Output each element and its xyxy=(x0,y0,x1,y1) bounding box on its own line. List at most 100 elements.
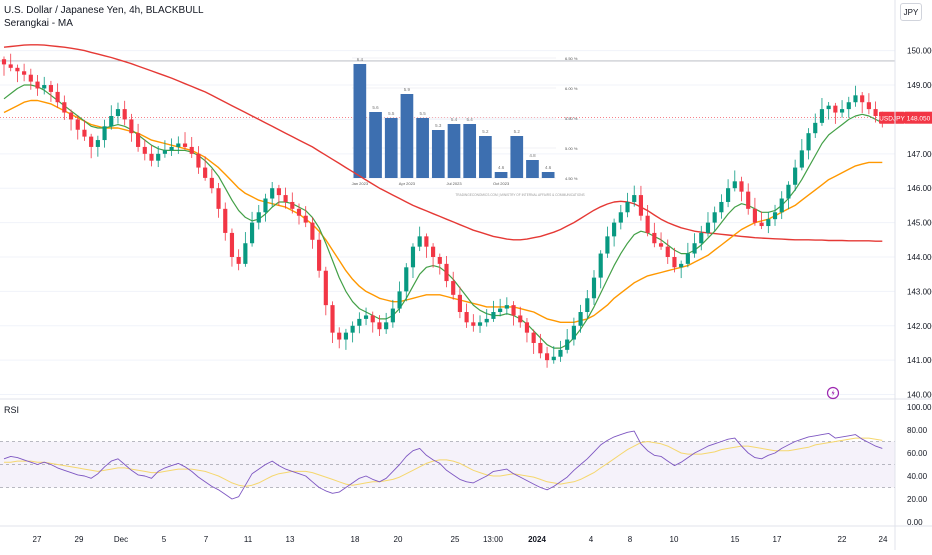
candle-body xyxy=(524,322,530,333)
rsi-axis-label: 100.00 xyxy=(907,403,932,412)
candle-body xyxy=(176,143,181,147)
inset-bar xyxy=(431,130,445,178)
inset-bar-label: 5.4 xyxy=(467,117,474,122)
time-axis-label: Dec xyxy=(114,535,128,544)
candle-body xyxy=(544,353,550,361)
candle-body xyxy=(189,146,194,154)
candle-body xyxy=(330,305,335,333)
candle-body xyxy=(658,243,664,247)
candle-body xyxy=(276,188,281,196)
time-axis-label: 20 xyxy=(394,535,403,544)
candle-body xyxy=(296,208,302,216)
currency-button[interactable]: JPY xyxy=(900,3,922,21)
time-axis-label: 8 xyxy=(628,535,633,544)
price-tag xyxy=(905,111,932,124)
candle-body xyxy=(437,256,442,264)
candle-body xyxy=(156,153,161,161)
ma-mid-line xyxy=(3,99,883,323)
time-axis-label: 13:00 xyxy=(483,535,504,544)
inset-bar-label: 5.2 xyxy=(482,129,489,134)
candle-body xyxy=(591,277,597,299)
rsi-axis-label: 0.00 xyxy=(907,518,923,527)
time-axis-label: 29 xyxy=(75,535,84,544)
candle-body xyxy=(813,122,818,134)
candle-body xyxy=(28,74,33,82)
candle-body xyxy=(645,215,650,233)
inset-bar-label: 4.8 xyxy=(529,153,536,158)
time-axis-label: 11 xyxy=(244,535,253,544)
candle-body xyxy=(343,332,349,340)
candle-body xyxy=(236,256,241,264)
candle-body xyxy=(317,239,322,271)
candle-body xyxy=(82,129,87,137)
candle-body xyxy=(772,212,778,220)
candle-body xyxy=(115,109,121,116)
candle-body xyxy=(95,140,100,147)
inset-bar-label: 4.6 xyxy=(545,165,552,170)
time-axis-label: 15 xyxy=(731,535,740,544)
time-axis-label: 10 xyxy=(670,535,679,544)
candle-body xyxy=(759,222,764,227)
candle-body xyxy=(42,85,47,89)
candle-body xyxy=(732,181,737,189)
time-axis-label: 17 xyxy=(773,535,782,544)
price-axis-label: 146.000 xyxy=(907,184,932,193)
candle-body xyxy=(712,212,717,223)
candle-body xyxy=(638,195,644,216)
inset-bar xyxy=(353,64,367,178)
inset-y-label: 6.00 % xyxy=(565,86,578,91)
candle-body xyxy=(585,298,590,313)
inset-x-label: Jan 2023 xyxy=(352,181,369,186)
candle-body xyxy=(578,312,583,326)
candle-body xyxy=(685,253,690,264)
candle-body xyxy=(162,150,167,154)
candle-body xyxy=(551,356,556,361)
candle-body xyxy=(384,322,389,330)
candle-body xyxy=(55,91,60,103)
candle-body xyxy=(826,105,831,110)
candle-body xyxy=(75,119,80,130)
candle-body xyxy=(424,236,429,247)
candle-body xyxy=(565,339,570,350)
price-axis-label: 145.000 xyxy=(907,219,932,228)
inset-y-label: 4.50 % xyxy=(565,176,578,181)
candle-body xyxy=(571,325,576,340)
candle-body xyxy=(323,270,328,306)
price-axis-label: 142.000 xyxy=(907,322,932,331)
candle-body xyxy=(363,315,369,319)
price-tag-label: 148.050 xyxy=(907,116,931,123)
candle-body xyxy=(444,263,449,282)
time-axis-label: 22 xyxy=(838,535,847,544)
candle-body xyxy=(109,115,114,127)
candle-body xyxy=(873,109,878,116)
inset-y-label: 5.00 % xyxy=(565,146,578,151)
candle-body xyxy=(22,71,27,75)
candle-body xyxy=(169,146,174,151)
time-axis-label: 25 xyxy=(451,535,460,544)
candle-body xyxy=(866,102,871,110)
price-axis-label: 141.000 xyxy=(907,356,932,365)
ma-fast-line xyxy=(3,84,883,349)
candle-body xyxy=(632,195,637,202)
candle-body xyxy=(290,201,295,209)
candle-body xyxy=(665,246,670,257)
candle-body xyxy=(846,102,851,110)
price-axis-label: 150.000 xyxy=(907,47,932,56)
candle-body xyxy=(404,267,409,292)
alert-icon[interactable] xyxy=(826,386,840,400)
rsi-axis-label: 60.00 xyxy=(907,449,928,458)
inset-bar-label: 5.6 xyxy=(372,105,379,110)
symbol-tag-label: USDJPY xyxy=(879,116,905,123)
time-axis-label: 5 xyxy=(162,535,167,544)
candle-body xyxy=(451,281,456,295)
candle-body xyxy=(68,112,74,120)
candle-body xyxy=(860,95,865,103)
inset-bar-label: 5.3 xyxy=(435,123,442,128)
price-axis-label: 147.000 xyxy=(907,150,932,159)
inset-y-label: 6.50 % xyxy=(565,56,578,61)
candle-body xyxy=(223,208,228,233)
inset-bar-label: 5.2 xyxy=(514,129,521,134)
candle-body xyxy=(839,109,845,113)
